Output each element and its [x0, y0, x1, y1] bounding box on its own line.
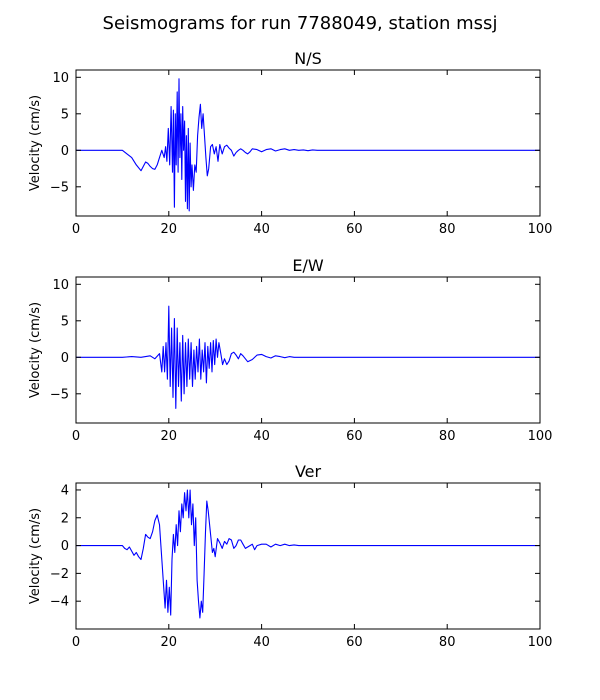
panel-title: Ver — [295, 462, 322, 481]
plot-frame — [75, 69, 541, 217]
x-tick-label: 60 — [346, 635, 363, 650]
y-axis-label: Velocity (cm/s) — [28, 508, 43, 604]
x-tick-label: 80 — [439, 429, 456, 444]
x-tick-label: 60 — [346, 429, 363, 444]
y-tick-label: −2 — [50, 567, 69, 582]
panel-title: E/W — [292, 256, 324, 275]
x-tick-label: 20 — [161, 222, 178, 237]
x-tick-label: 0 — [72, 635, 80, 650]
y-axis-label: Velocity (cm/s) — [28, 95, 43, 191]
x-tick-label: 0 — [72, 222, 80, 237]
x-tick-label: 100 — [528, 635, 553, 650]
x-tick-label: 60 — [346, 222, 363, 237]
x-tick-label: 20 — [161, 635, 178, 650]
panel-0: N/S Velocity (cm/s) 0 20 40 60 80 100 −5 0 5 10 — [28, 49, 552, 237]
series-line — [76, 489, 540, 619]
x-tick-label: 40 — [253, 222, 270, 237]
y-tick-label: 5 — [61, 314, 69, 329]
x-tick-label: 20 — [161, 429, 178, 444]
series-line — [76, 305, 540, 409]
x-tick-label: 80 — [439, 635, 456, 650]
y-axis-label: Velocity (cm/s) — [28, 302, 43, 398]
x-tick-label: 80 — [439, 222, 456, 237]
y-tick-label: 0 — [61, 539, 69, 554]
x-tick-label: 100 — [528, 222, 553, 237]
x-tick-label: 40 — [253, 429, 270, 444]
panel-2: Ver Velocity (cm/s) 0 20 40 60 80 100 −4 −2 0 2 4 — [28, 462, 552, 650]
y-tick-label: 4 — [61, 483, 69, 498]
y-tick-label: −5 — [50, 387, 69, 402]
x-tick-label: 0 — [72, 429, 80, 444]
series-line — [76, 78, 540, 212]
plot-frame — [75, 482, 541, 630]
y-tick-label: −5 — [50, 180, 69, 195]
panel-1: E/W Velocity (cm/s) 0 20 40 60 80 100 −5 0 5 10 — [28, 256, 552, 444]
y-tick-label: 10 — [52, 71, 69, 86]
plot-frame — [75, 276, 541, 424]
x-tick-label: 100 — [528, 429, 553, 444]
y-tick-label: 2 — [61, 511, 69, 526]
x-tick-label: 40 — [253, 635, 270, 650]
y-tick-label: −4 — [50, 595, 69, 610]
y-tick-label: 0 — [61, 144, 69, 159]
panel-title: N/S — [294, 49, 322, 68]
y-tick-label: 0 — [61, 351, 69, 366]
y-tick-label: 10 — [52, 278, 69, 293]
y-tick-label: 5 — [61, 107, 69, 122]
figure-title: Seismograms for run 7788049, station mss… — [103, 13, 498, 34]
